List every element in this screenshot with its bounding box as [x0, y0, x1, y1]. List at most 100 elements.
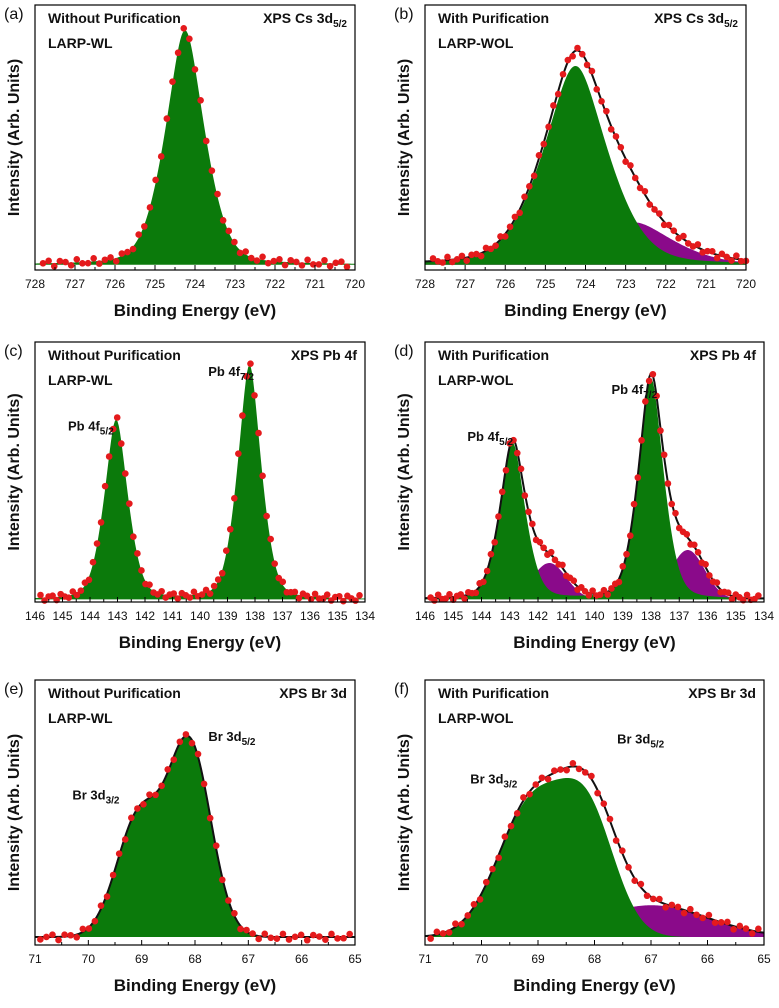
panel-letter: (e) — [4, 681, 24, 698]
data-point — [73, 934, 81, 941]
peak-label-main: Pb 4f — [611, 382, 643, 397]
data-point — [273, 935, 281, 942]
panel-letter: (f) — [394, 681, 409, 698]
data-point — [315, 261, 323, 268]
panel-letter: (c) — [4, 343, 23, 360]
data-point — [593, 86, 601, 93]
data-point — [334, 935, 341, 942]
data-point — [45, 257, 52, 265]
data-point — [718, 250, 726, 258]
data-point — [457, 591, 465, 598]
data-point — [43, 933, 50, 941]
x-tick-label: 137 — [669, 609, 689, 623]
data-point — [158, 782, 165, 790]
data-point — [293, 258, 300, 266]
data-point — [559, 561, 566, 569]
core-level-subscript: 5/2 — [333, 19, 347, 30]
data-point — [113, 414, 121, 421]
data-point — [646, 201, 653, 208]
data-point — [680, 232, 687, 240]
data-point — [124, 248, 131, 256]
data-point — [295, 594, 303, 602]
x-tick-label: 138 — [641, 609, 661, 623]
data-point — [134, 805, 141, 812]
data-point — [231, 495, 238, 502]
x-tick-label: 138 — [245, 609, 265, 623]
data-point — [578, 50, 586, 58]
xps-core-level-label: XPS Pb 4f — [690, 347, 756, 363]
data-point — [737, 257, 745, 265]
peak-label-subscript: 5/2 — [650, 740, 664, 751]
data-point — [255, 429, 262, 437]
data-point — [135, 231, 142, 238]
x-tick-label: 146 — [25, 609, 45, 623]
core-level-main: XPS Pb 4f — [291, 347, 357, 363]
data-point — [208, 167, 216, 175]
x-tick-label: 69 — [135, 952, 149, 966]
data-point — [105, 453, 113, 460]
data-point — [163, 115, 171, 122]
x-tick-label: 721 — [696, 277, 716, 291]
data-point — [97, 902, 105, 910]
data-point — [445, 929, 453, 936]
data-point — [656, 895, 663, 903]
data-point — [526, 790, 533, 798]
data-point — [214, 190, 221, 198]
data-point — [706, 572, 713, 579]
x-tick-label: 65 — [757, 952, 771, 966]
data-point — [559, 70, 567, 78]
data-point — [717, 919, 725, 926]
data-point — [575, 765, 583, 773]
data-point — [464, 912, 472, 919]
data-point — [433, 928, 441, 936]
data-point — [439, 259, 446, 266]
panel-a: 728 727 726 725 724 723 722 721 720 Binding Energ… — [4, 4, 365, 320]
x-tick-label: 723 — [225, 277, 245, 291]
data-point — [141, 223, 148, 230]
data-point — [85, 576, 93, 584]
data-point — [285, 936, 293, 943]
data-point — [242, 248, 249, 255]
data-point — [491, 538, 498, 546]
data-point — [243, 926, 250, 934]
data-point — [340, 934, 347, 942]
peak-label-main: Pb 4f — [68, 418, 100, 433]
sample-label: LARP-WOL — [438, 35, 514, 51]
data-point — [570, 577, 578, 585]
data-point — [444, 253, 451, 261]
x-tick-label: 70 — [82, 952, 96, 966]
data-point — [713, 579, 721, 586]
data-point — [540, 544, 547, 552]
x-tick-label: 145 — [52, 609, 72, 623]
x-tick-label: 66 — [295, 952, 309, 966]
data-point — [267, 535, 274, 543]
data-point — [581, 769, 589, 776]
x-tick-label: 71 — [418, 952, 432, 966]
data-point — [693, 911, 700, 919]
data-point — [612, 133, 620, 140]
data-point — [206, 590, 214, 597]
data-point — [619, 563, 627, 570]
peak-label-subscript: 7/2 — [240, 372, 254, 383]
data-point — [529, 520, 536, 528]
core-level-main: XPS Cs 3d — [654, 10, 724, 26]
data-point — [748, 930, 756, 937]
data-point — [545, 123, 552, 131]
data-point — [276, 256, 283, 263]
data-point — [649, 895, 657, 903]
data-point — [309, 261, 317, 268]
data-point — [680, 909, 688, 917]
data-point — [130, 533, 137, 540]
x-tick-label: 136 — [300, 609, 320, 623]
data-point — [303, 936, 311, 944]
x-tick-label: 726 — [495, 277, 515, 291]
data-point — [56, 257, 64, 265]
data-point — [352, 597, 359, 604]
data-point — [665, 221, 673, 229]
data-point — [495, 854, 502, 862]
data-point — [270, 257, 278, 265]
data-point — [453, 256, 461, 263]
data-point — [279, 930, 287, 938]
data-point — [702, 561, 709, 568]
data-point — [37, 591, 44, 599]
